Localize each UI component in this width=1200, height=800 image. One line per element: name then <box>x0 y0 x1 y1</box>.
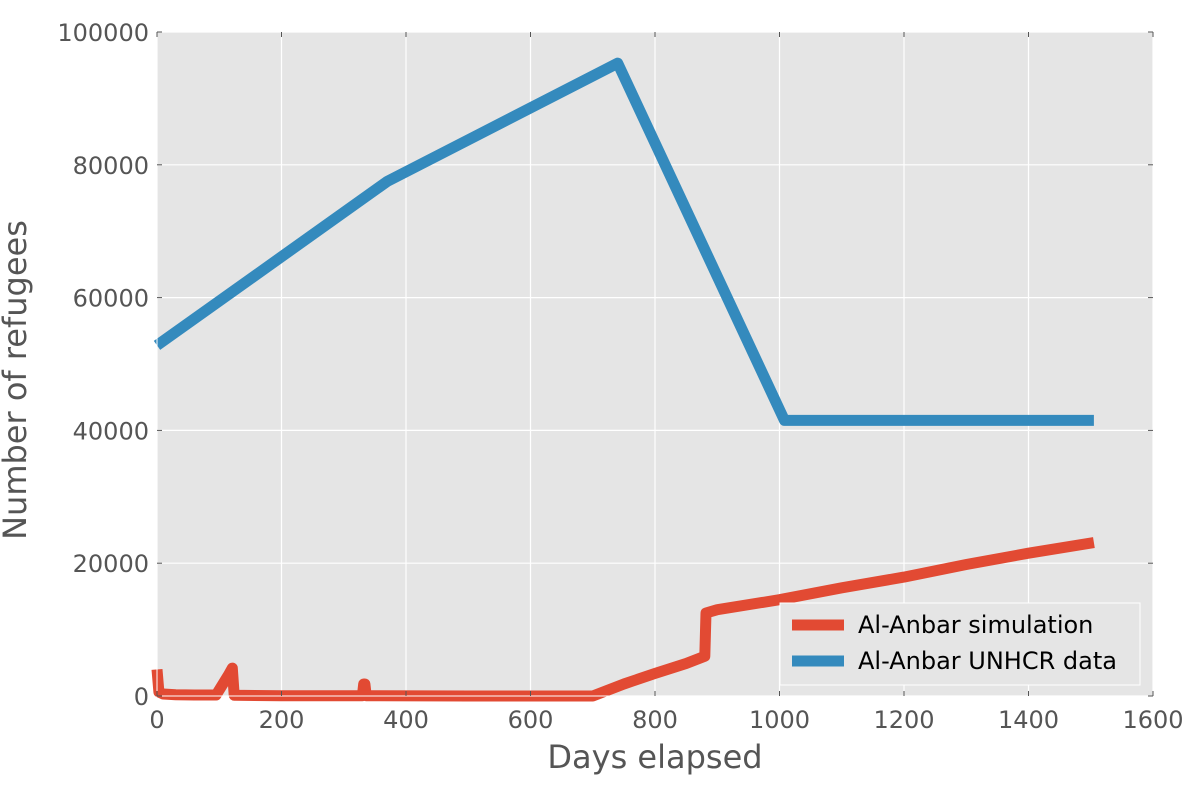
y-tick-label: 60000 <box>73 285 149 313</box>
y-tick-label: 20000 <box>73 550 149 578</box>
x-tick-label: 0 <box>149 706 164 734</box>
x-tick-label: 600 <box>508 706 554 734</box>
x-tick-label: 1400 <box>998 706 1059 734</box>
x-tick-label: 200 <box>259 706 305 734</box>
x-tick-label: 1200 <box>873 706 934 734</box>
y-axis-label: Number of refugees <box>0 220 34 540</box>
legend-label-0: Al-Anbar simulation <box>858 611 1093 639</box>
legend-label-1: Al-Anbar UNHCR data <box>858 647 1117 675</box>
y-tick-label: 0 <box>134 683 149 711</box>
y-tick-label: 80000 <box>73 152 149 180</box>
y-tick-label: 100000 <box>57 19 149 47</box>
x-tick-label: 400 <box>383 706 429 734</box>
tick-labels: 0 200 400 600 800 1000 1200 1400 1600 0 20000 40000… <box>57 19 1183 734</box>
series-line-1 <box>153 57 1094 426</box>
x-axis-label: Days elapsed <box>547 738 762 776</box>
x-tick-label: 1000 <box>749 706 810 734</box>
axis-ticks <box>156 31 1154 697</box>
legend-box <box>779 602 1141 686</box>
x-tick-label: 800 <box>632 706 678 734</box>
legend: Al-Anbar simulation Al-Anbar UNHCR data <box>779 602 1141 686</box>
y-tick-label: 40000 <box>73 417 149 445</box>
x-tick-label: 1600 <box>1122 706 1183 734</box>
